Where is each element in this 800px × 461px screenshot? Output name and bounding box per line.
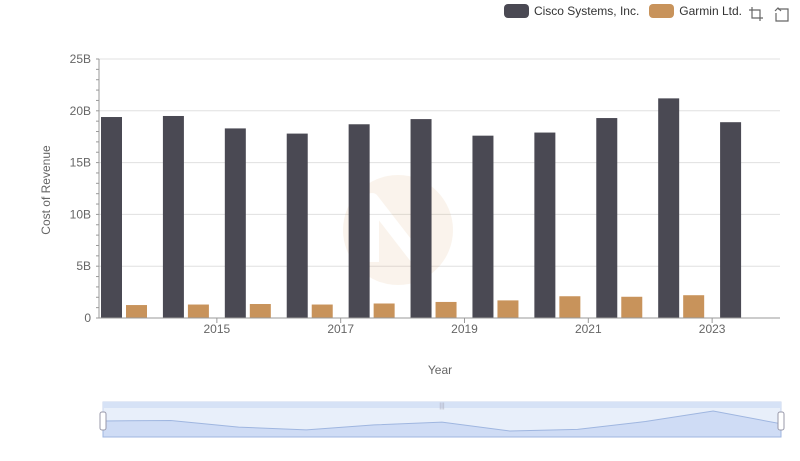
bars-group (101, 98, 742, 319)
bar-cisco-2017 (286, 133, 308, 318)
y-tick-label: 10B (70, 207, 91, 221)
slider-handle-right (777, 411, 785, 431)
legend: Cisco Systems, Inc. Garmin Ltd. (503, 4, 742, 18)
zoom-icon[interactable] (748, 6, 764, 22)
x-tick-label: 2021 (575, 322, 602, 336)
bar-cisco-2023 (658, 98, 680, 318)
legend-swatch-garmin (649, 4, 675, 18)
bar-cisco-2022 (596, 118, 618, 318)
x-tick-label: 2019 (451, 322, 478, 336)
bar-cisco-2018 (348, 124, 370, 318)
toolbox (748, 6, 790, 22)
bar-garmin-2017 (311, 304, 333, 318)
bar-cisco-2024 (720, 122, 742, 318)
data-zoom-slider[interactable]: ||| (99, 401, 785, 438)
bar-cisco-2016 (224, 128, 246, 318)
bar-garmin-2014 (126, 305, 147, 318)
y-tick-label: 20B (70, 104, 91, 118)
legend-swatch-cisco (503, 4, 529, 18)
bar-cisco-2015 (162, 115, 184, 318)
legend-label-cisco: Cisco Systems, Inc. (533, 4, 640, 18)
bar-garmin-2020 (497, 300, 519, 318)
bar-garmin-2018 (373, 303, 395, 318)
x-tick-label: 2023 (699, 322, 726, 336)
bar-garmin-2022 (621, 296, 643, 318)
bar-garmin-2021 (559, 296, 581, 318)
legend-item-garmin[interactable]: Garmin Ltd. (649, 4, 742, 18)
bar-cisco-2019 (410, 119, 432, 318)
restore-icon[interactable] (774, 6, 790, 22)
slider-preview-area (102, 410, 782, 438)
y-tick-label: 15B (70, 156, 91, 170)
bar-cisco-2014 (101, 117, 122, 319)
axes: 0 5B 10B 15B 20B 25B 2015 2017 2019 2021 2023 (70, 52, 780, 336)
y-tick-label: 0 (84, 311, 91, 325)
slider-handle-left (99, 411, 107, 431)
bar-cisco-2021 (534, 132, 556, 318)
bar-cisco-2020 (472, 135, 494, 318)
legend-item-cisco[interactable]: Cisco Systems, Inc. (503, 4, 640, 18)
legend-label-garmin: Garmin Ltd. (679, 4, 742, 18)
x-tick-label: 2017 (327, 322, 354, 336)
x-axis-title: Year (428, 363, 452, 377)
x-tick-label: 2015 (204, 322, 231, 336)
bar-garmin-2016 (249, 304, 271, 318)
slider-grip: ||| (439, 403, 445, 410)
y-tick-label: 5B (76, 259, 91, 273)
bar-garmin-2015 (187, 304, 209, 318)
slider-top-bar (103, 402, 781, 408)
y-axis-title: Cost of Revenue (39, 145, 53, 235)
bar-garmin-2019 (435, 301, 457, 318)
bar-garmin-2023 (683, 295, 705, 318)
y-tick-label: 25B (70, 52, 91, 66)
